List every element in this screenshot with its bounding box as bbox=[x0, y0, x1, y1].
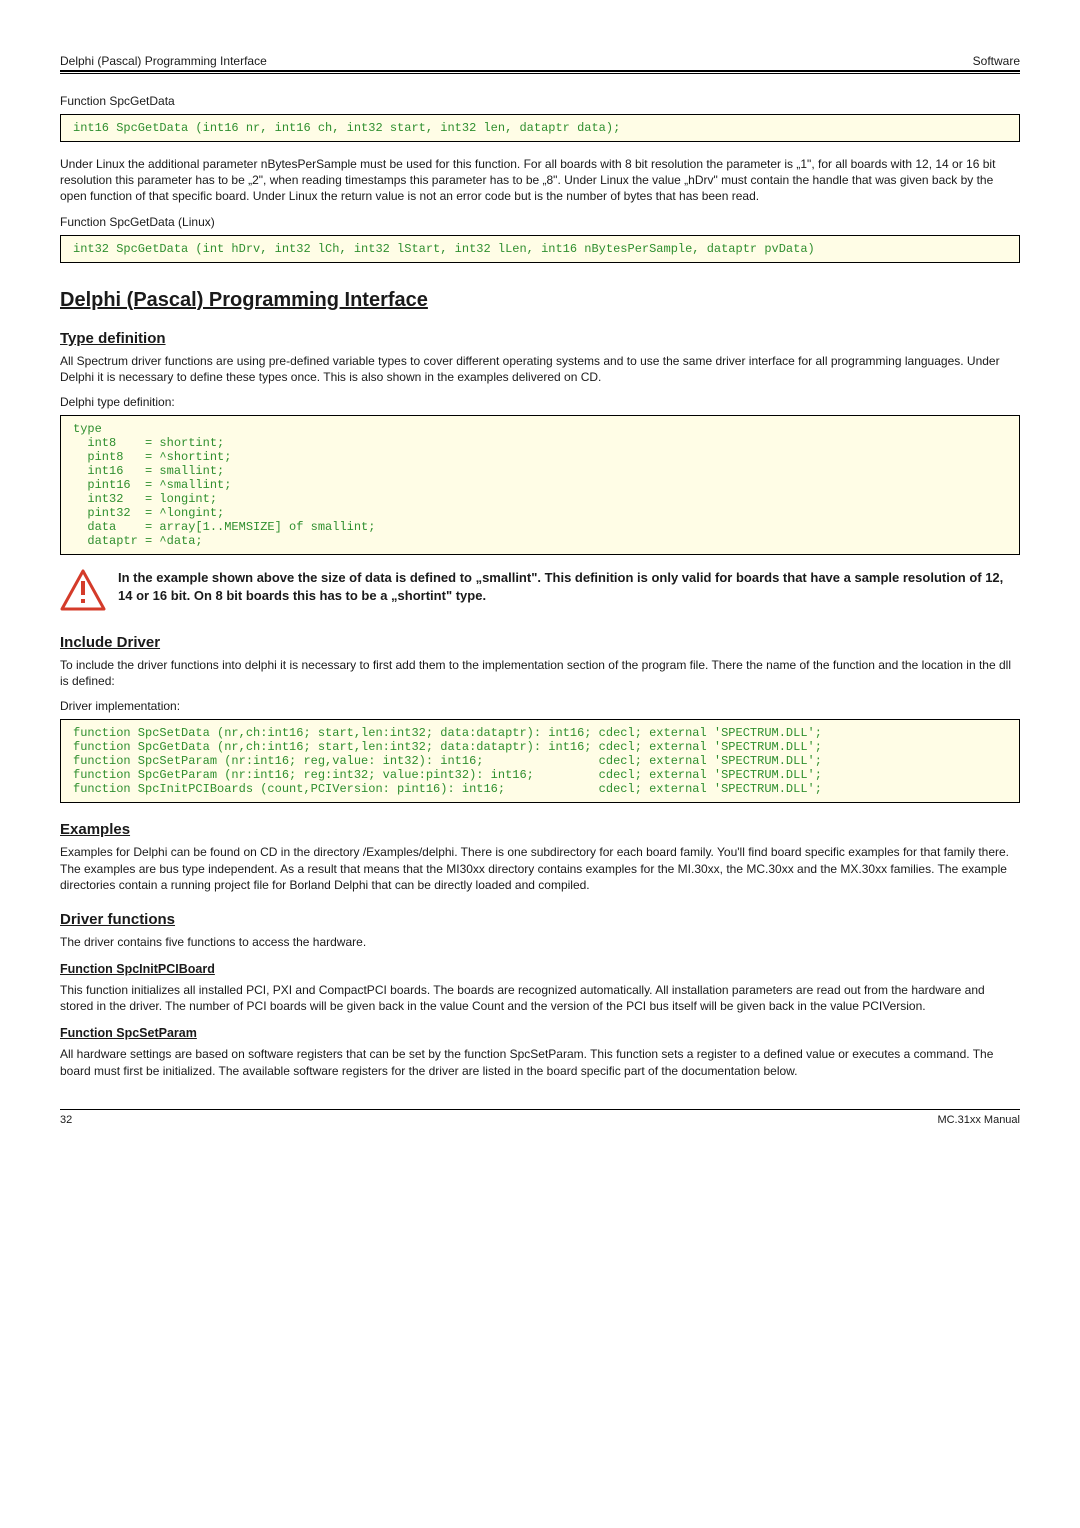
footer-right: MC.31xx Manual bbox=[937, 1114, 1020, 1126]
driverfn-f2-title: Function SpcSetParam bbox=[60, 1026, 1020, 1040]
page: Delphi (Pascal) Programming Interface So… bbox=[0, 0, 1080, 1156]
func1-code: int16 SpcGetData (int16 nr, int16 ch, in… bbox=[60, 114, 1020, 142]
footer-left: 32 bbox=[60, 1114, 72, 1126]
typedef-title: Type definition bbox=[60, 330, 1020, 347]
header-left: Delphi (Pascal) Programming Interface bbox=[60, 54, 267, 68]
section-title: Delphi (Pascal) Programming Interface bbox=[60, 289, 1020, 312]
header-rule-thick bbox=[60, 70, 1020, 72]
page-footer: 32 MC.31xx Manual bbox=[60, 1109, 1020, 1126]
examples-title: Examples bbox=[60, 821, 1020, 838]
warning-row: In the example shown above the size of d… bbox=[60, 569, 1020, 616]
typedef-label: Delphi type definition: bbox=[60, 395, 1020, 409]
func2-label: Function SpcGetData (Linux) bbox=[60, 215, 1020, 229]
typedef-para: All Spectrum driver functions are using … bbox=[60, 353, 1020, 385]
examples-para: Examples for Delphi can be found on CD i… bbox=[60, 844, 1020, 893]
typedef-code: type int8 = shortint; pint8 = ^shortint;… bbox=[60, 415, 1020, 555]
page-header: Delphi (Pascal) Programming Interface So… bbox=[60, 54, 1020, 68]
func1-label: Function SpcGetData bbox=[60, 94, 1020, 108]
include-label: Driver implementation: bbox=[60, 699, 1020, 713]
driverfn-f1-title: Function SpcInitPCIBoard bbox=[60, 962, 1020, 976]
header-rule-thin bbox=[60, 73, 1020, 74]
driverfn-para: The driver contains five functions to ac… bbox=[60, 934, 1020, 950]
warning-icon bbox=[60, 569, 106, 616]
driverfn-title: Driver functions bbox=[60, 911, 1020, 928]
func2-code: int32 SpcGetData (int hDrv, int32 lCh, i… bbox=[60, 235, 1020, 263]
driverfn-f1-para: This function initializes all installed … bbox=[60, 982, 1020, 1014]
warning-text: In the example shown above the size of d… bbox=[118, 569, 1020, 605]
include-title: Include Driver bbox=[60, 634, 1020, 651]
driverfn-f2-para: All hardware settings are based on softw… bbox=[60, 1046, 1020, 1078]
include-para: To include the driver functions into del… bbox=[60, 657, 1020, 689]
header-right: Software bbox=[973, 54, 1020, 68]
para1: Under Linux the additional parameter nBy… bbox=[60, 156, 1020, 205]
include-code: function SpcSetData (nr,ch:int16; start,… bbox=[60, 719, 1020, 803]
